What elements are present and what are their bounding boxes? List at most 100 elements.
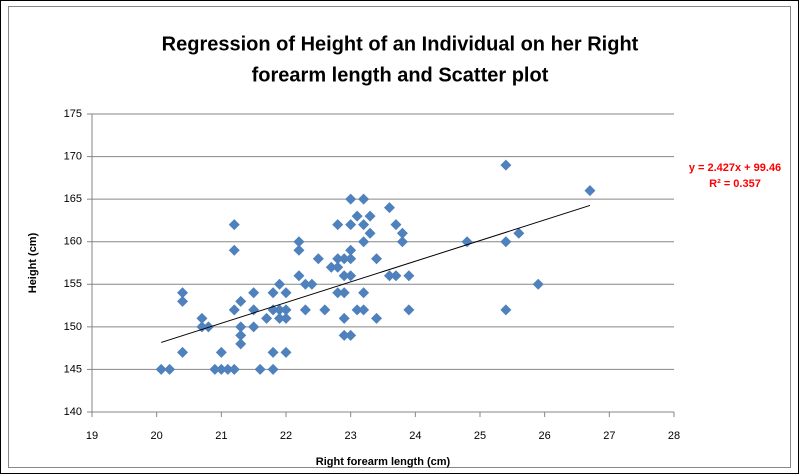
point bbox=[338, 329, 350, 341]
point bbox=[293, 236, 305, 248]
x-tick-label: 28 bbox=[668, 430, 680, 442]
point bbox=[267, 346, 279, 358]
point bbox=[345, 253, 357, 265]
y-tick-label: 150 bbox=[64, 321, 82, 333]
point bbox=[358, 219, 370, 231]
x-axis-title: Right forearm length (cm) bbox=[316, 456, 451, 468]
point bbox=[274, 278, 286, 290]
x-tick-label: 27 bbox=[603, 430, 615, 442]
point bbox=[235, 338, 247, 350]
y-tick-label: 165 bbox=[64, 193, 82, 205]
y-tick-label: 145 bbox=[64, 363, 82, 375]
point bbox=[358, 304, 370, 316]
point bbox=[345, 193, 357, 205]
point bbox=[228, 219, 240, 231]
trendline-equation: y = 2.427x + 99.46 bbox=[689, 162, 781, 174]
chart-area bbox=[8, 6, 791, 468]
point bbox=[403, 270, 415, 282]
point bbox=[280, 346, 292, 358]
point bbox=[209, 363, 221, 375]
point bbox=[293, 270, 305, 282]
point bbox=[364, 227, 376, 239]
point bbox=[177, 287, 189, 299]
point bbox=[390, 219, 402, 231]
point bbox=[261, 312, 273, 324]
point bbox=[267, 363, 279, 375]
point bbox=[500, 304, 512, 316]
point bbox=[345, 244, 357, 256]
point bbox=[338, 287, 350, 299]
point bbox=[332, 219, 344, 231]
point bbox=[403, 304, 415, 316]
x-tick-label: 24 bbox=[409, 430, 421, 442]
point bbox=[371, 253, 383, 265]
point bbox=[383, 202, 395, 214]
point bbox=[312, 253, 324, 265]
point bbox=[358, 193, 370, 205]
point bbox=[306, 278, 318, 290]
x-tick-label: 26 bbox=[539, 430, 551, 442]
y-tick-label: 155 bbox=[64, 278, 82, 290]
y-tick-label: 170 bbox=[64, 150, 82, 162]
point bbox=[164, 363, 176, 375]
point bbox=[196, 321, 208, 333]
point bbox=[358, 236, 370, 248]
point bbox=[383, 270, 395, 282]
point bbox=[248, 304, 260, 316]
point bbox=[248, 321, 260, 333]
point bbox=[196, 312, 208, 324]
point bbox=[319, 304, 331, 316]
point bbox=[293, 244, 305, 256]
point bbox=[358, 287, 370, 299]
point bbox=[396, 227, 408, 239]
point bbox=[222, 363, 234, 375]
trendline bbox=[161, 204, 591, 343]
y-tick-label: 140 bbox=[64, 406, 82, 418]
point bbox=[396, 236, 408, 248]
point bbox=[228, 244, 240, 256]
x-tick-label: 25 bbox=[474, 430, 486, 442]
point bbox=[280, 312, 292, 324]
point bbox=[351, 304, 363, 316]
point bbox=[177, 346, 189, 358]
point bbox=[254, 363, 266, 375]
point bbox=[267, 287, 279, 299]
x-tick-label: 20 bbox=[151, 430, 163, 442]
point bbox=[215, 346, 227, 358]
point bbox=[332, 261, 344, 273]
point bbox=[280, 304, 292, 316]
point bbox=[338, 312, 350, 324]
point bbox=[235, 329, 247, 341]
point bbox=[461, 236, 473, 248]
point bbox=[299, 278, 311, 290]
x-tick-label: 22 bbox=[280, 430, 292, 442]
point bbox=[235, 321, 247, 333]
point bbox=[364, 210, 376, 222]
point bbox=[371, 312, 383, 324]
point bbox=[177, 295, 189, 307]
point bbox=[390, 270, 402, 282]
point bbox=[332, 253, 344, 265]
point bbox=[338, 253, 350, 265]
point bbox=[280, 287, 292, 299]
y-tick-label: 160 bbox=[64, 236, 82, 248]
point bbox=[215, 363, 227, 375]
point bbox=[345, 329, 357, 341]
point bbox=[274, 312, 286, 324]
point bbox=[155, 363, 167, 375]
point bbox=[500, 159, 512, 171]
point bbox=[235, 295, 247, 307]
point bbox=[345, 219, 357, 231]
point bbox=[513, 227, 525, 239]
point bbox=[274, 304, 286, 316]
y-axis-title: Height (cm) bbox=[27, 232, 39, 293]
point bbox=[299, 304, 311, 316]
x-tick-label: 21 bbox=[215, 430, 227, 442]
point bbox=[532, 278, 544, 290]
point bbox=[332, 287, 344, 299]
point bbox=[338, 270, 350, 282]
point bbox=[345, 270, 357, 282]
chart-title: Regression of Height of an Individual on… bbox=[162, 33, 639, 55]
point bbox=[584, 185, 596, 197]
